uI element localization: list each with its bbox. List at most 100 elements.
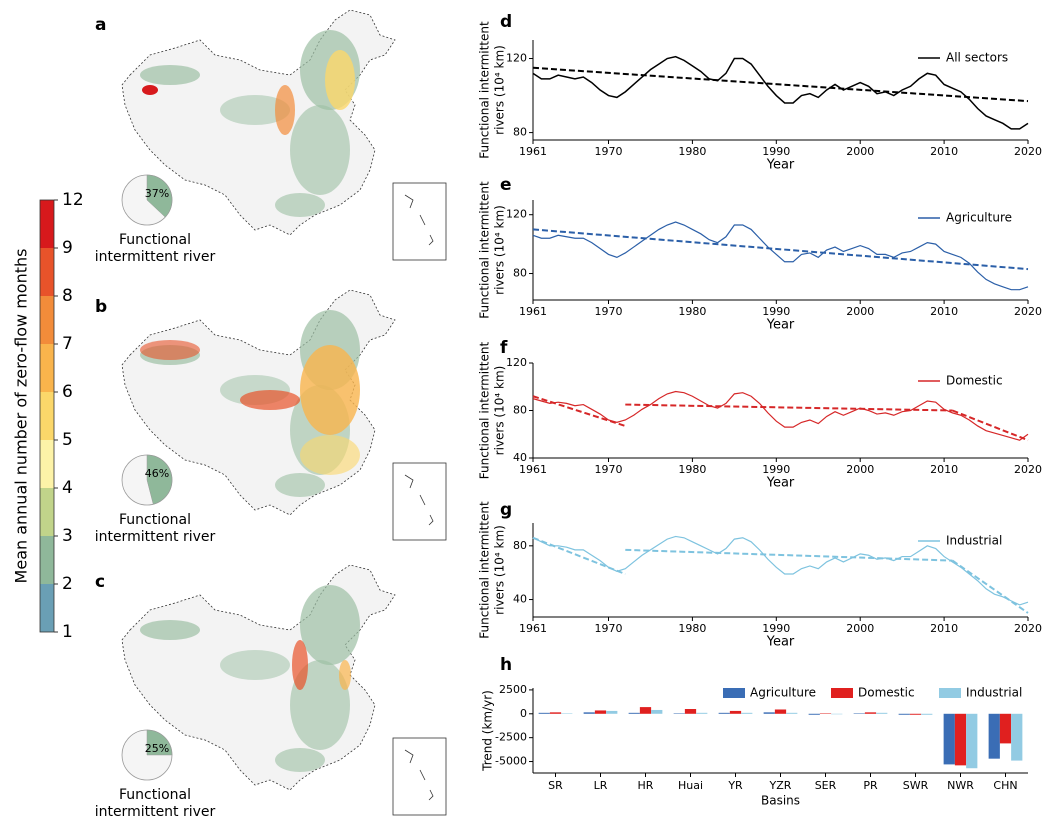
map-a	[121, 9, 447, 261]
colorbar-frame	[39, 199, 55, 633]
trend-line	[532, 66, 1029, 103]
pie-caption: Functional	[119, 232, 191, 248]
x-tick-label: 2010	[930, 622, 958, 635]
data-line	[532, 535, 1029, 606]
y-tick-label: -2500	[495, 731, 527, 744]
x-axis-label: Year	[766, 635, 795, 650]
bar	[966, 713, 978, 769]
bar	[988, 713, 1000, 759]
map-b	[121, 289, 447, 541]
colorbar-tick-label: 4	[62, 478, 73, 498]
bar	[718, 712, 730, 714]
data-line	[532, 55, 1029, 130]
x-tick-label: 2000	[846, 622, 874, 635]
bar	[954, 713, 967, 766]
x-tick-label: 2020	[1014, 145, 1042, 158]
x-tick-label: 1961	[519, 463, 547, 476]
x-tick-label: 1961	[519, 145, 547, 158]
pie-slice	[146, 729, 173, 756]
bar	[696, 712, 708, 714]
data-line	[532, 390, 1029, 441]
y-axis-label: Functional intermittent	[478, 21, 492, 159]
x-tick-label: 1961	[519, 622, 547, 635]
bar	[651, 709, 663, 714]
legend-label: Industrial	[946, 534, 1002, 548]
y-tick-label: 80	[513, 539, 527, 552]
x-tick-label: YR	[727, 779, 743, 792]
panel-label: h	[500, 655, 512, 675]
colorbar-segment	[40, 488, 54, 536]
pie-caption: intermittent river	[95, 529, 216, 545]
y-axis-label: Functional intermittent	[478, 501, 492, 639]
y-tick-label: 80	[513, 404, 527, 417]
bar	[921, 713, 933, 715]
x-tick-label: 1970	[595, 145, 623, 158]
panel-label: g	[500, 500, 512, 520]
x-tick-label: Huai	[678, 779, 703, 792]
legend-swatch	[939, 688, 961, 698]
legend-label: Agriculture	[750, 686, 816, 700]
y-tick-label: -5000	[495, 755, 527, 768]
x-tick-label: 2010	[930, 145, 958, 158]
y-tick-label: 40	[513, 451, 527, 464]
pie-label: 37%	[145, 187, 169, 200]
bar	[684, 709, 697, 714]
x-tick-label: 2020	[1014, 622, 1042, 635]
panel-label: f	[500, 338, 508, 358]
trend-line	[952, 409, 1029, 442]
pie-caption: Functional	[119, 787, 191, 803]
bar	[594, 710, 607, 714]
y-axis-label: rivers (10⁴ km)	[493, 525, 507, 615]
x-tick-label: 1990	[762, 305, 790, 318]
x-tick-label: 2010	[930, 305, 958, 318]
bar	[606, 710, 618, 714]
panel-label: c	[95, 572, 105, 592]
panel-label: e	[500, 175, 512, 195]
pie-slice	[146, 174, 173, 218]
panel-label: d	[500, 12, 512, 32]
x-axis-label: Basins	[761, 794, 800, 808]
bar	[864, 712, 877, 714]
colorbar-tick-label: 6	[62, 382, 73, 402]
y-axis-label: Functional intermittent	[478, 181, 492, 319]
bar	[774, 709, 787, 714]
y-axis-label: Functional intermittent	[478, 341, 492, 479]
data-line	[532, 221, 1029, 291]
legend-label: Domestic	[858, 686, 915, 700]
x-tick-label: CHN	[993, 779, 1017, 792]
colorbar-segment	[40, 536, 54, 584]
bar	[876, 712, 888, 714]
x-tick-label: 1990	[762, 463, 790, 476]
pie-label: 25%	[145, 742, 169, 755]
colorbar-tick-label: 8	[62, 286, 73, 306]
x-tick-label: NWR	[947, 779, 974, 792]
x-tick-label: 2000	[846, 463, 874, 476]
bar	[763, 712, 775, 714]
panel-label: b	[95, 297, 107, 317]
y-tick-label: 0	[520, 707, 527, 720]
legend-label: All sectors	[946, 51, 1008, 65]
y-tick-label: 80	[513, 267, 527, 280]
x-tick-label: 2000	[846, 305, 874, 318]
trend-line	[532, 228, 1029, 271]
colorbar-label: Mean annual number of zero-flow months	[12, 249, 31, 584]
x-tick-label: 2020	[1014, 463, 1042, 476]
trend-line	[532, 395, 626, 427]
colorbar-tick-label: 3	[62, 526, 73, 546]
y-tick-label: 120	[506, 356, 527, 369]
x-tick-label: 1970	[595, 463, 623, 476]
colorbar-tick-label: 12	[62, 190, 84, 210]
x-axis-label: Year	[766, 158, 795, 173]
x-tick-label: HR	[638, 779, 654, 792]
y-axis-label: rivers (10⁴ km)	[493, 205, 507, 295]
trend-line	[951, 559, 1029, 614]
legend-swatch	[831, 688, 853, 698]
colorbar-tick-label: 9	[62, 238, 73, 258]
bar	[943, 713, 955, 765]
colorbar-tick-label: 5	[62, 430, 73, 450]
x-tick-label: PR	[863, 779, 878, 792]
bar	[909, 713, 922, 715]
x-tick-label: SER	[815, 779, 837, 792]
bar	[628, 712, 640, 714]
